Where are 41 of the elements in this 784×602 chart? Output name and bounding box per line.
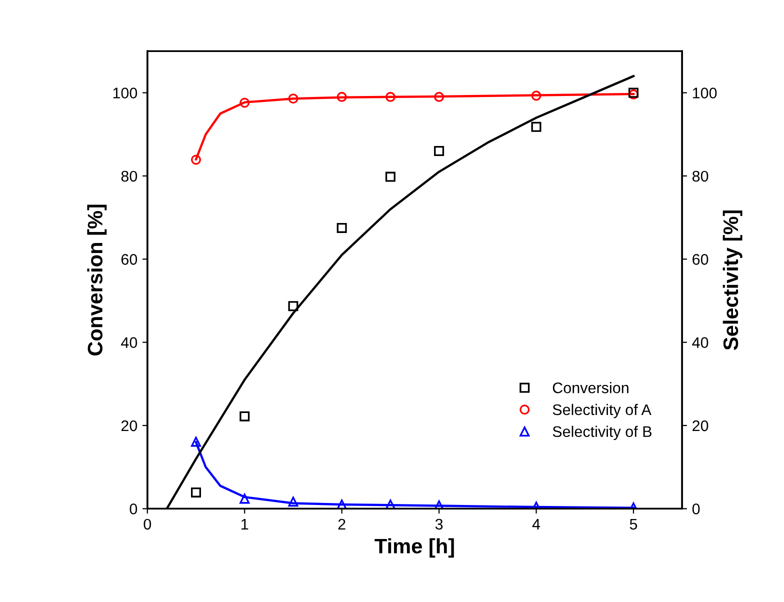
point — [434, 146, 444, 156]
legend-label: Conversion — [552, 382, 628, 394]
y2-tick-label: 20 — [692, 420, 708, 432]
y2-tick-label: 60 — [692, 254, 708, 265]
y2-tick-label: 80 — [692, 170, 708, 182]
point — [336, 92, 347, 102]
point — [336, 222, 347, 233]
y-tick-label: 100 — [113, 88, 138, 98]
y-tick-label: 20 — [121, 420, 138, 432]
x-tick-label: 5 — [630, 518, 638, 530]
legend-label: Selectivity of B — [552, 426, 652, 440]
x-tick-label: 3 — [435, 518, 443, 530]
point — [288, 94, 298, 104]
point — [191, 436, 201, 447]
point — [288, 496, 298, 507]
point — [531, 90, 542, 101]
x-tick-label: 4 — [532, 518, 540, 530]
y-tick-label: 40 — [121, 337, 138, 348]
x-tick-label: 2 — [338, 518, 346, 530]
x-tick-label: 0 — [144, 518, 152, 530]
point — [288, 301, 298, 312]
y-tick-label: 0 — [130, 504, 138, 514]
x-axis-title: Time [h] — [374, 538, 454, 558]
point — [385, 92, 396, 102]
y2-tick-label: 40 — [692, 337, 708, 348]
y-axis-title: Conversion [%] — [87, 204, 107, 356]
y2-tick-label: 100 — [692, 88, 717, 98]
point — [240, 494, 250, 504]
legend-label: Selectivity of A — [552, 404, 652, 418]
y2-axis-title: Selectivity [%] — [722, 210, 742, 350]
point — [240, 98, 250, 108]
point — [191, 154, 201, 165]
y-tick-label: 60 — [121, 254, 138, 265]
point — [434, 92, 444, 102]
y-tick-label: 80 — [121, 170, 138, 182]
point — [191, 487, 201, 498]
point — [240, 411, 250, 422]
point — [531, 122, 542, 132]
point — [385, 172, 396, 182]
x-tick-label: 1 — [242, 518, 248, 530]
y2-tick-label: 0 — [692, 504, 700, 514]
